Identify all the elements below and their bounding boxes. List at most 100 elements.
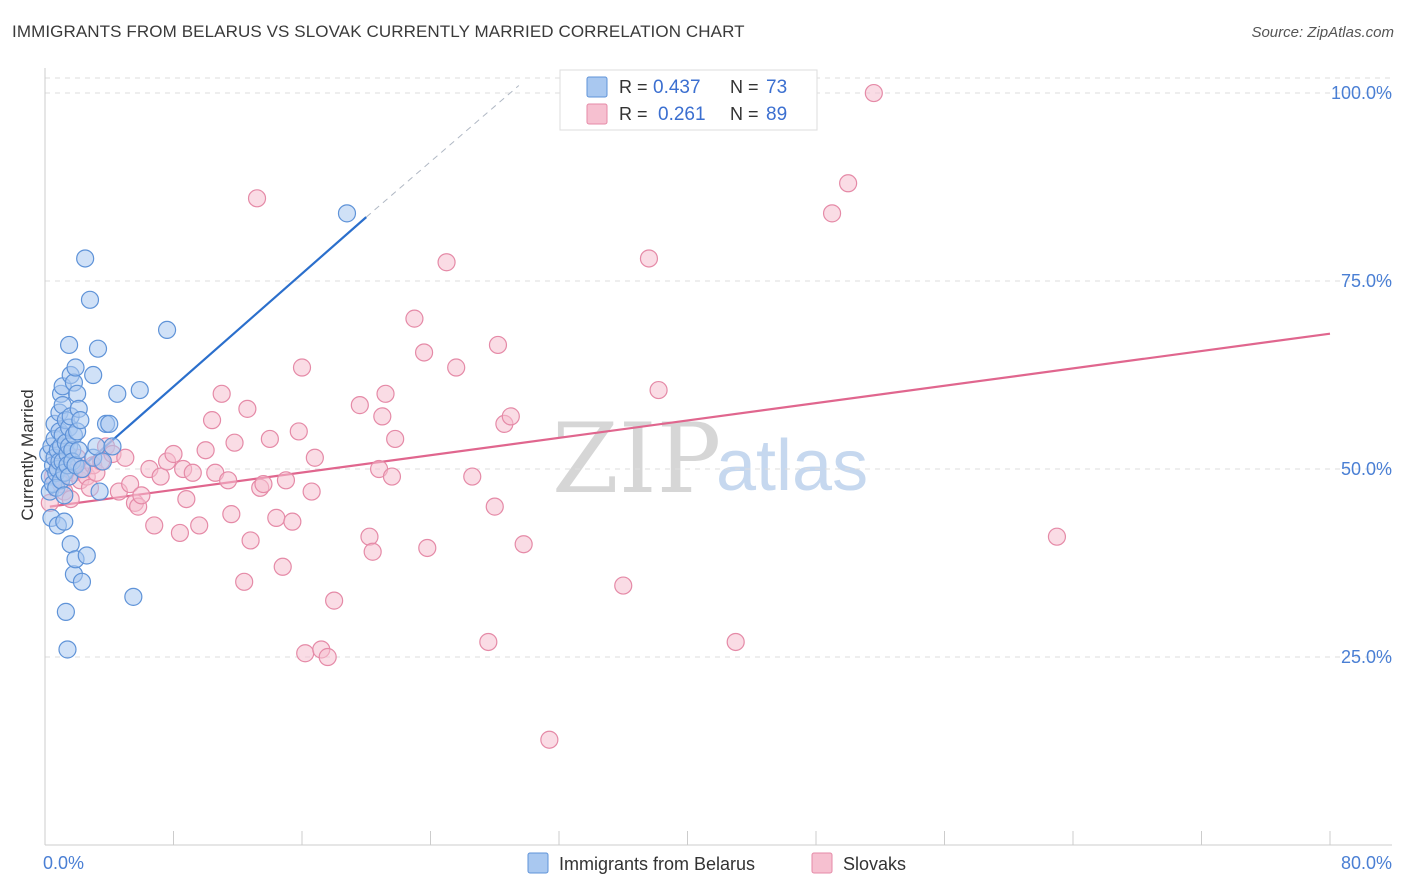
watermark-atlas: atlas: [716, 426, 868, 506]
belarus-point-26: [55, 486, 74, 505]
slovaks-point-32: [183, 463, 202, 482]
trend-line-belarus-extension: [365, 85, 520, 218]
slovaks-point-67: [386, 429, 405, 449]
legend-swatch-slovaks: [586, 103, 608, 125]
belarus-point-64: [93, 452, 112, 471]
slovaks-point-38: [219, 471, 238, 490]
slovaks-point-83: [649, 380, 668, 400]
slovaks-point-51: [283, 512, 302, 531]
slovaks-point-52: [289, 422, 308, 441]
slovaks-point-73: [463, 467, 482, 486]
belarus-point-56: [76, 249, 95, 268]
y-tick-label-0: 25.0%: [1341, 647, 1392, 667]
slovaks-point-23: [132, 486, 151, 505]
watermark: ZIP atlas: [552, 403, 868, 515]
slovaks-point-68: [405, 309, 424, 328]
slovaks-point-58: [318, 647, 337, 667]
slovaks-point-43: [241, 531, 260, 550]
y-axis-title: Currently Married: [18, 389, 37, 520]
belarus-point-66: [100, 414, 119, 434]
bottom-legend-label-belarus: Immigrants from Belarus: [559, 854, 755, 874]
series-belarus-points: [39, 204, 357, 659]
chart-title: IMMIGRANTS FROM BELARUS VS SLOVAK CURREN…: [12, 22, 745, 41]
bottom-legend-swatch-belarus: [527, 852, 549, 874]
slovaks-point-56: [305, 448, 324, 467]
belarus-point-49: [68, 384, 87, 403]
belarus-point-40: [61, 535, 80, 554]
source-label: Source: ZipAtlas.com: [1251, 24, 1394, 41]
legend-r-value-belarus: 0.437: [653, 77, 701, 98]
slovaks-point-64: [373, 407, 392, 426]
slovaks-point-78: [501, 407, 520, 426]
slovaks-point-39: [222, 505, 241, 524]
bottom-legend-swatch-slovaks: [811, 852, 833, 874]
slovaks-point-55: [302, 482, 321, 501]
slovaks-point-82: [639, 249, 659, 268]
slovaks-point-26: [151, 467, 170, 486]
slovaks-point-81: [614, 576, 633, 595]
belarus-point-46: [66, 358, 85, 377]
slovaks-point-71: [437, 253, 456, 272]
slovaks-point-79: [514, 535, 533, 554]
slovaks-point-60: [350, 396, 369, 415]
x-tick-label-min: 0.0%: [43, 853, 84, 873]
belarus-point-59: [84, 365, 103, 385]
slovaks-point-34: [196, 441, 215, 460]
belarus-point-72: [337, 204, 357, 223]
slovaks-point-41: [235, 572, 254, 591]
y-tick-label-3: 100.0%: [1331, 83, 1392, 103]
belarus-point-62: [88, 339, 108, 358]
belarus-point-67: [103, 437, 122, 456]
bottom-legend: Immigrants from Belarus Slovaks: [527, 852, 906, 874]
slovaks-point-44: [247, 189, 267, 208]
belarus-point-34: [59, 335, 79, 355]
belarus-point-70: [130, 380, 149, 400]
slovaks-point-48: [267, 508, 286, 527]
slovaks-point-80: [540, 730, 559, 749]
slovaks-point-33: [190, 516, 209, 535]
slovaks-point-40: [225, 433, 244, 452]
legend-n-label-slovaks: N =: [730, 104, 759, 124]
belarus-point-69: [124, 587, 143, 606]
belarus-point-57: [77, 546, 96, 565]
slovaks-point-35: [202, 411, 222, 430]
slovaks-point-37: [212, 384, 231, 403]
slovaks-point-87: [864, 83, 883, 103]
slovaks-point-70: [418, 538, 437, 558]
slovaks-point-49: [273, 557, 292, 576]
belarus-point-55: [72, 572, 92, 591]
belarus-point-61: [87, 437, 106, 456]
slovaks-point-47: [260, 429, 279, 449]
slovaks-point-53: [292, 358, 312, 377]
slovaks-point-54: [296, 644, 315, 663]
legend-swatch-belarus: [586, 76, 608, 98]
bottom-legend-label-slovaks: Slovaks: [843, 854, 906, 874]
watermark-zip: ZIP: [552, 403, 721, 515]
belarus-point-54: [72, 459, 92, 479]
slovaks-point-69: [414, 343, 434, 362]
slovaks-point-31: [177, 489, 196, 509]
belarus-point-58: [80, 290, 100, 309]
y-tick-label-1: 50.0%: [1341, 459, 1392, 479]
belarus-point-52: [69, 441, 88, 460]
y-tick-labels: 25.0% 50.0% 75.0% 100.0%: [1331, 83, 1392, 667]
slovaks-point-25: [145, 516, 164, 535]
slovaks-point-88: [1047, 527, 1067, 546]
slovaks-point-86: [839, 174, 858, 193]
slovaks-point-75: [485, 497, 504, 516]
belarus-point-68: [108, 384, 127, 403]
gridlines: [45, 77, 1392, 658]
slovaks-point-85: [822, 204, 842, 223]
slovaks-point-46: [254, 474, 273, 494]
slovaks-point-19: [116, 448, 135, 467]
legend-r-label-slovaks: R =: [619, 104, 648, 124]
slovaks-point-61: [360, 527, 379, 546]
slovaks-point-66: [382, 467, 402, 486]
x-tick-label-max: 80.0%: [1341, 853, 1392, 873]
slovaks-point-50: [276, 471, 296, 490]
legend-r-value-slovaks: 0.261: [658, 104, 706, 125]
slovaks-point-74: [479, 632, 498, 652]
belarus-point-63: [90, 482, 109, 501]
legend-r-label-belarus: R =: [619, 77, 648, 97]
